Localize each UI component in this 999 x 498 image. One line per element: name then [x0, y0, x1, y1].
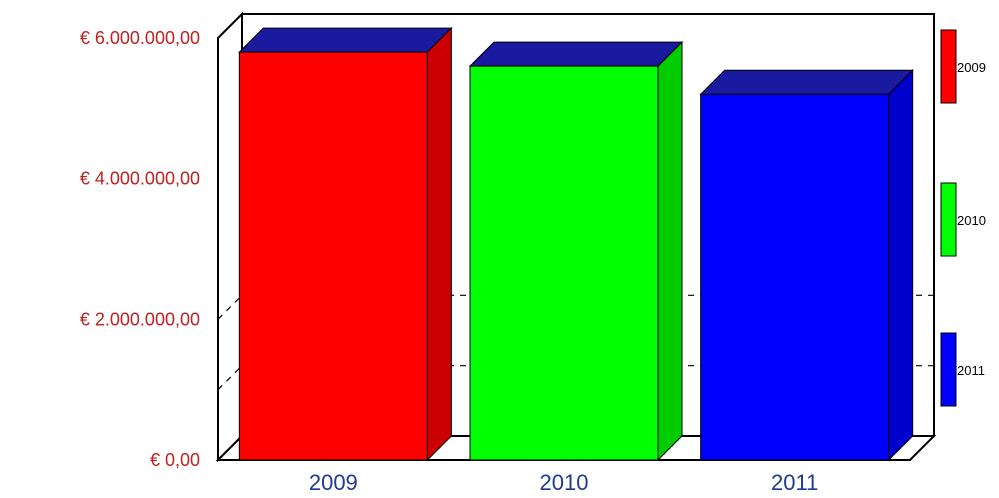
bars [238, 26, 914, 462]
left-wall [217, 11, 243, 463]
bar-2010 [468, 40, 684, 462]
legend: 2009 2010 2011 [940, 29, 986, 407]
bar-top [238, 27, 453, 53]
y-tick-label: € 2.000.000,00 [80, 309, 200, 329]
legend-item: 2010 [940, 182, 986, 257]
bar-2011 [699, 69, 914, 462]
bar-2009 [238, 26, 453, 462]
y-tick-label: € 0,00 [150, 450, 200, 470]
legend-item: 2009 [940, 29, 986, 104]
y-tick-label: € 4.000.000,00 [80, 169, 200, 189]
x-tick-label: 2009 [309, 470, 358, 495]
legend-label: 2011 [957, 363, 985, 378]
bar-top [468, 41, 684, 67]
bar-side [657, 40, 683, 462]
x-axis-ticks: 2009 2010 2011 [309, 470, 818, 495]
bar-front [469, 65, 659, 461]
legend-label: 2010 [957, 213, 986, 228]
bar-side [426, 26, 452, 462]
bar-top [699, 69, 914, 95]
bar-front [700, 93, 890, 461]
legend-item: 2011 [940, 332, 985, 407]
x-tick-label: 2010 [540, 470, 589, 495]
y-axis-ticks: € 0,00 € 2.000.000,00 € 4.000.000,00 € 6.00… [80, 28, 200, 470]
legend-swatch [940, 29, 957, 104]
bar-front [238, 51, 428, 461]
legend-label: 2009 [957, 60, 986, 75]
legend-swatch [940, 332, 957, 407]
bar-side [888, 69, 914, 462]
x-tick-label: 2011 [771, 470, 818, 495]
legend-swatch [940, 182, 957, 257]
y-tick-label: € 6.000.000,00 [80, 28, 200, 48]
